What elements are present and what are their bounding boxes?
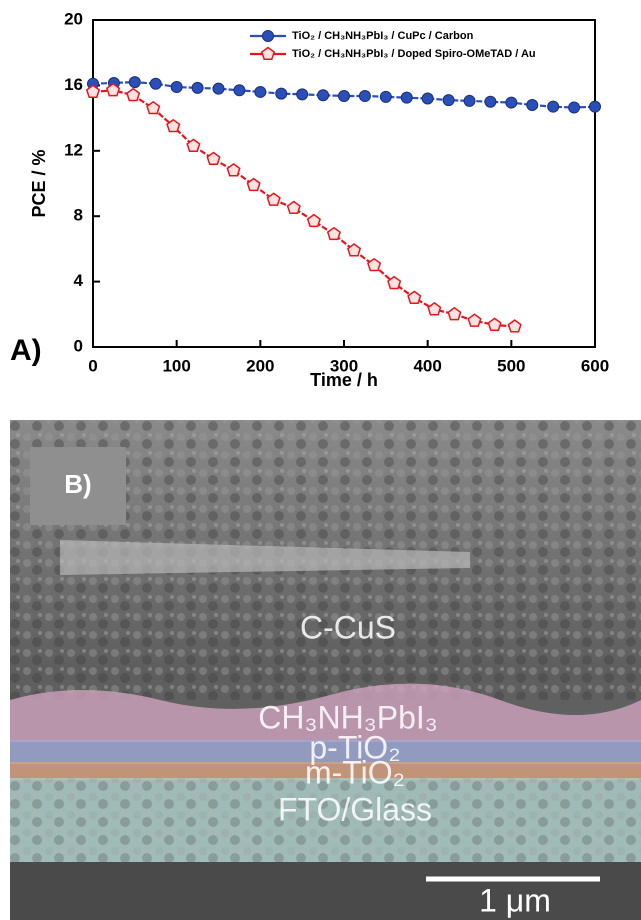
layer-label: p-TiO₂ — [309, 729, 400, 765]
data-point — [212, 82, 225, 95]
data-point — [407, 290, 422, 304]
panel-label: B) — [64, 469, 91, 499]
data-point — [484, 95, 497, 108]
data-point — [442, 94, 455, 107]
series-line — [92, 89, 515, 328]
x-tick-label: 500 — [497, 356, 525, 375]
data-point — [266, 192, 281, 206]
data-point — [447, 306, 462, 321]
data-point — [286, 200, 301, 215]
x-axis-label: Time / h — [310, 370, 378, 390]
data-point — [379, 90, 392, 103]
data-point — [191, 81, 204, 94]
data-point — [186, 138, 201, 152]
plot-frame — [92, 19, 596, 348]
data-point — [275, 87, 288, 100]
legend-label: TiO₂ / CH₃NH₃PbI₃ / Doped Spiro-OMeTAD /… — [292, 48, 536, 60]
data-point — [206, 151, 221, 165]
sem-panel: B) 1 μm C-CuS CH₃NH₃PbI₃p-TiO₂m-TiO₂FTO/G… — [10, 420, 641, 920]
data-point — [568, 101, 581, 114]
x-tick-label: 300 — [330, 356, 358, 375]
y-tick-label: 8 — [74, 206, 83, 225]
data-point — [233, 84, 246, 97]
glass-region — [10, 862, 641, 920]
data-point — [85, 84, 101, 98]
layer-label: FTO/Glass — [278, 791, 432, 827]
data-point — [146, 100, 161, 115]
x-tick-label: 600 — [581, 356, 609, 375]
data-point — [149, 77, 162, 90]
layer-label: C-CuS — [300, 609, 396, 645]
data-point — [246, 177, 261, 192]
y-axis-label: PCE / % — [29, 149, 49, 217]
y-tick-label: 16 — [64, 75, 83, 94]
perovskite-layer — [10, 683, 641, 742]
data-point — [126, 87, 141, 102]
data-point — [427, 301, 442, 316]
data-point — [487, 317, 502, 331]
label-box — [30, 447, 126, 525]
data-point — [254, 85, 267, 98]
m-tio2-layer — [10, 762, 641, 780]
data-point — [421, 92, 434, 105]
y-tick-label: 4 — [74, 271, 84, 290]
legend-marker — [262, 30, 274, 42]
data-point — [367, 257, 382, 272]
x-tick-label: 200 — [246, 356, 274, 375]
data-point — [166, 118, 181, 133]
scale-bar-label: 1 μm — [479, 882, 551, 918]
data-point — [317, 89, 330, 102]
data-point — [306, 213, 321, 228]
sem-rod — [60, 540, 470, 575]
data-point — [296, 88, 309, 101]
data-point — [170, 81, 183, 94]
x-tick-label: 100 — [162, 356, 190, 375]
data-point — [400, 91, 413, 104]
data-point — [358, 90, 371, 103]
data-point — [338, 90, 350, 103]
data-point — [463, 94, 476, 107]
data-point — [226, 162, 241, 177]
data-point — [106, 82, 121, 97]
data-point — [589, 100, 601, 113]
layer-label: CH₃NH₃PbI₃ — [258, 699, 438, 735]
data-point — [347, 243, 362, 257]
x-tick-label: 400 — [413, 356, 441, 375]
y-tick-label: 20 — [64, 9, 83, 28]
data-point — [467, 313, 482, 327]
x-tick-label: 0 — [88, 356, 97, 375]
data-point — [505, 96, 518, 109]
p-tio2-layer — [10, 740, 641, 764]
data-point — [507, 319, 522, 333]
data-point — [128, 76, 141, 89]
panel-label: A) — [10, 334, 42, 367]
data-point — [387, 275, 402, 290]
legend-label: TiO₂ / CH₃NH₃PbI₃ / CuPc / Carbon — [292, 30, 474, 42]
data-point — [526, 99, 539, 112]
y-tick-label: 0 — [74, 336, 83, 355]
y-tick-label: 12 — [64, 140, 83, 159]
layer-label: m-TiO₂ — [305, 754, 405, 790]
fto-texture — [10, 778, 641, 862]
legend-marker — [260, 46, 276, 61]
data-point — [326, 226, 341, 241]
data-point — [547, 100, 560, 113]
